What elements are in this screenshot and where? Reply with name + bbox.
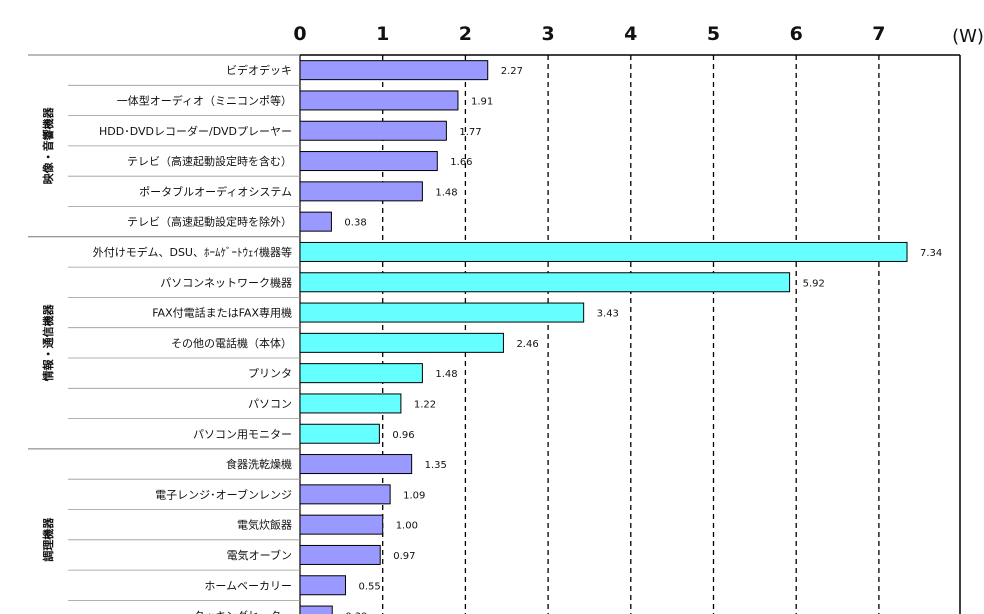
category-label: テレビ（高速起動設定時を含む） (127, 154, 292, 168)
data-label: 7.34 (920, 248, 942, 259)
category-label: 外付けモデム、DSU、ﾎｰﾑｹﾞｰﾄｳｪｲ機器等 (93, 245, 292, 259)
category-label: ホームベーカリー (204, 579, 292, 592)
bars-layer (299, 60, 908, 614)
data-label: 2.46 (516, 339, 538, 350)
group-label: 映像・音響機器 (41, 106, 55, 184)
category-label: HDD･DVDレコーダー/DVDプレーヤー (99, 124, 292, 138)
category-label: ビデオデッキ (226, 63, 292, 77)
category-label: パソコンネットワーク機器 (160, 275, 292, 289)
group-label: 情報・通信機器 (41, 303, 55, 381)
bar (299, 393, 402, 414)
x-tick-label: 0 (293, 23, 306, 45)
data-label: 1.09 (403, 490, 425, 501)
bar (299, 241, 908, 262)
unit-label: (W) (952, 26, 984, 47)
group-label: 調理機器 (41, 517, 55, 562)
category-label: 食器洗乾燥機 (226, 457, 292, 471)
bar (299, 211, 332, 232)
bar (299, 423, 380, 444)
category-label: クッキングヒーター (193, 609, 292, 614)
x-tick-label: 1 (376, 23, 389, 45)
x-tick-label: 6 (790, 23, 803, 45)
data-label: 1.48 (435, 187, 457, 198)
bar (299, 544, 381, 565)
bar (299, 151, 438, 172)
bar (299, 605, 333, 614)
category-label: プリンタ (248, 367, 292, 380)
bar (299, 575, 346, 596)
bar (299, 60, 489, 81)
category-label: パソコン (248, 397, 292, 410)
data-label: 1.35 (425, 460, 447, 471)
data-label: 0.55 (358, 581, 380, 592)
bar (299, 363, 423, 384)
x-tick-label: 7 (872, 23, 885, 45)
bar (299, 332, 504, 353)
category-label: ポータブルオーディオシステム (139, 184, 292, 198)
bar (299, 484, 391, 505)
x-tick-label: 3 (541, 23, 554, 45)
text-layer: 0 1 2 3 4 5 6 7 (W) ビデオデッキ 2.27 一体型オーディオ（ミニコンポ等） 1.9… (41, 23, 984, 614)
data-label: 5.92 (803, 278, 825, 289)
category-label: テレビ（高速起動設定時を除外） (127, 215, 292, 229)
bar (299, 302, 585, 323)
x-tick-label: 4 (624, 23, 637, 45)
data-label: 0.39 (345, 612, 367, 614)
data-label: 0.97 (393, 551, 415, 562)
category-label: 一体型オーディオ（ミニコンポ等） (117, 93, 292, 107)
category-label: 電子レンジ･オーブンレンジ (155, 487, 292, 501)
data-label: 0.96 (392, 430, 414, 441)
data-label: 1.00 (396, 521, 418, 532)
data-label: 1.91 (471, 96, 493, 107)
data-label: 1.66 (450, 157, 472, 168)
data-label: 1.22 (414, 399, 436, 410)
category-label: パソコン用モニター (193, 428, 292, 441)
data-label: 1.48 (435, 369, 457, 380)
category-label: FAX付電話またはFAX専用機 (152, 306, 292, 320)
data-label: 2.27 (501, 66, 523, 77)
x-tick-label: 2 (459, 23, 472, 45)
data-label: 0.38 (344, 218, 366, 229)
grid-layer (28, 54, 961, 614)
bar (299, 120, 447, 141)
bar (299, 514, 384, 535)
bar (299, 181, 423, 202)
data-label: 3.43 (597, 309, 619, 320)
data-label: 1.77 (459, 127, 481, 138)
category-label: 電気炊飯器 (237, 518, 292, 532)
category-label: 電気オーブン (227, 548, 292, 562)
bar (299, 272, 791, 293)
bar (299, 90, 459, 111)
bar (299, 454, 413, 475)
category-label: その他の電話機（本体） (171, 336, 292, 350)
x-tick-label: 5 (707, 23, 720, 45)
